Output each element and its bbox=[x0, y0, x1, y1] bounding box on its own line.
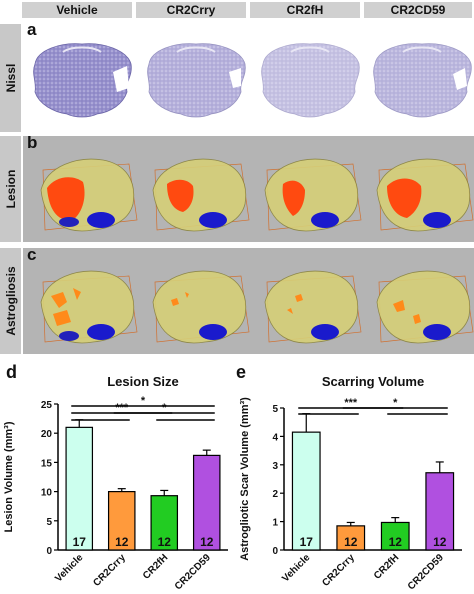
row-label-astrogliosis: Astrogliosis bbox=[3, 266, 18, 336]
sample-size-label: 12 bbox=[344, 535, 358, 549]
y-tick-label: 20 bbox=[41, 429, 53, 440]
nissl-panel: a bbox=[23, 20, 474, 132]
sample-size-label: 17 bbox=[73, 535, 87, 549]
column-header-cr2cd59: CR2CD59 bbox=[364, 2, 472, 18]
y-tick-label: 3 bbox=[272, 461, 278, 472]
astro-render-cr2cd59 bbox=[376, 270, 474, 344]
x-tick-label: CR2CD59 bbox=[406, 552, 446, 592]
sample-size-label: 12 bbox=[115, 535, 129, 549]
bar bbox=[336, 525, 366, 551]
row-tab-nissl: Nissl bbox=[0, 24, 21, 132]
astro-render-cr2fh bbox=[264, 270, 362, 344]
significance-label: * bbox=[162, 402, 167, 414]
lesion-render-cr2crry bbox=[152, 158, 250, 232]
x-tick-label: CR2CD59 bbox=[173, 552, 213, 592]
sample-size-label: 12 bbox=[158, 535, 172, 549]
x-tick-label: CR2Crry bbox=[320, 552, 357, 589]
column-header-vehicle: Vehicle bbox=[22, 2, 132, 18]
bar bbox=[150, 495, 179, 551]
nissl-section-cr2cd59 bbox=[373, 43, 472, 118]
y-tick-label: 1 bbox=[272, 518, 278, 529]
bar bbox=[291, 431, 321, 551]
lesion-render-cr2cd59 bbox=[376, 158, 474, 232]
bar bbox=[107, 490, 136, 551]
y-tick-label: 0 bbox=[46, 546, 52, 557]
column-header-cr2fh: CR2fH bbox=[250, 2, 360, 18]
sample-size-label: 12 bbox=[433, 535, 447, 549]
bar bbox=[425, 472, 455, 551]
panel-letter-b: b bbox=[27, 133, 38, 152]
nissl-section-cr2crry bbox=[147, 43, 246, 118]
sample-size-label: 12 bbox=[389, 535, 403, 549]
lesion-panel: b bbox=[23, 133, 474, 242]
chart-title: Lesion Size bbox=[107, 374, 179, 389]
row-tab-lesion: Lesion bbox=[0, 136, 21, 242]
y-tick-label: 25 bbox=[41, 400, 53, 411]
nissl-section-vehicle bbox=[33, 43, 132, 118]
astro-render-cr2crry bbox=[152, 270, 250, 344]
panel-letter-d: d bbox=[6, 362, 17, 382]
panel-letter-e: e bbox=[236, 362, 247, 382]
x-tick-label: Vehicle bbox=[280, 552, 312, 584]
y-tick-label: 0 bbox=[272, 546, 278, 557]
chart-title: Scarring Volume bbox=[322, 374, 424, 389]
y-tick-label: 5 bbox=[272, 404, 278, 415]
lesion-renderings bbox=[40, 158, 474, 232]
x-tick-label: CR2Crry bbox=[91, 552, 128, 589]
x-tick-label: CR2fH bbox=[141, 552, 170, 581]
y-tick-label: 2 bbox=[272, 489, 278, 500]
panel-letter-c: c bbox=[27, 245, 37, 264]
scarring-volume-chart: Scarring Volume Astrogliotic Scar Volume … bbox=[239, 374, 462, 592]
row-label-lesion: Lesion bbox=[3, 169, 18, 209]
y-tick-label: 10 bbox=[41, 488, 53, 499]
y-axis-label: Astrogliotic Scar Volume (mm³) bbox=[239, 397, 251, 561]
y-tick-label: 5 bbox=[46, 517, 52, 528]
x-tick-label: Vehicle bbox=[53, 552, 85, 584]
lesion-render-vehicle bbox=[40, 158, 138, 232]
column-header-cr2crry: CR2Crry bbox=[136, 2, 246, 18]
nissl-section-cr2fh bbox=[261, 43, 360, 118]
sample-size-label: 17 bbox=[300, 535, 314, 549]
lesion-size-chart: Lesion Size Lesion Volume (mm³) 0 5 10 15 20 25… bbox=[3, 374, 228, 592]
astro-render-vehicle bbox=[40, 270, 138, 344]
sample-size-label: 12 bbox=[200, 535, 214, 549]
x-tick-label: CR2fH bbox=[372, 552, 401, 581]
astrogliosis-panel: c bbox=[23, 245, 474, 354]
bar bbox=[380, 521, 410, 551]
nissl-sections bbox=[33, 43, 472, 118]
row-tab-astrogliosis: Astrogliosis bbox=[0, 248, 21, 354]
y-tick-label: 15 bbox=[41, 458, 53, 469]
y-axis-label: Lesion Volume (mm³) bbox=[3, 421, 15, 532]
significance-label: *** bbox=[115, 402, 129, 414]
significance-label: * bbox=[393, 397, 398, 409]
significance-label: * bbox=[141, 395, 146, 407]
astrogliosis-renderings bbox=[40, 270, 474, 344]
panel-letter-a: a bbox=[27, 20, 37, 39]
row-label-nissl: Nissl bbox=[3, 63, 18, 93]
bar bbox=[192, 454, 221, 551]
significance-label: *** bbox=[344, 397, 358, 409]
y-tick-label: 4 bbox=[272, 432, 278, 443]
lesion-render-cr2fh bbox=[264, 158, 362, 232]
bar bbox=[65, 426, 94, 551]
